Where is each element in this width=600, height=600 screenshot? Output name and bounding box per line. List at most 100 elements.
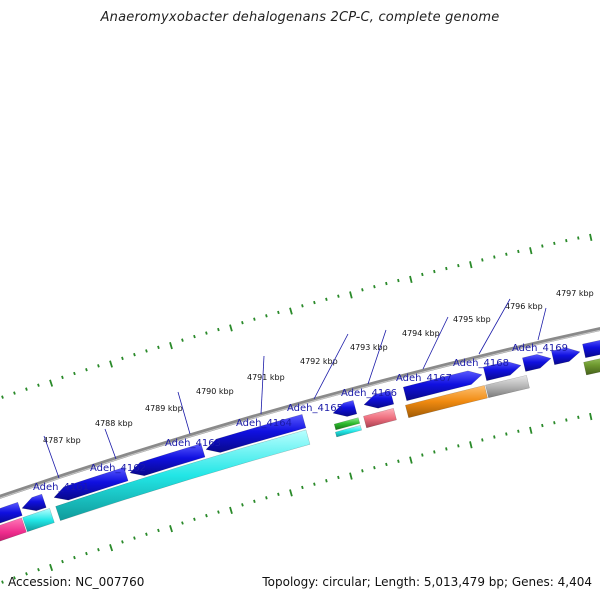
scale-tick <box>169 525 173 533</box>
scale-tick <box>397 278 400 283</box>
scale-tick <box>325 479 328 483</box>
scale-tick <box>145 349 148 353</box>
gene-label: Adeh_4161 <box>33 482 89 493</box>
scale-tick <box>157 528 160 533</box>
scale-tick <box>13 576 16 580</box>
scale-tick <box>181 521 184 525</box>
scale-tick <box>553 421 556 425</box>
scale-tick <box>25 387 28 391</box>
scale-label: 4797 kbp <box>556 289 594 298</box>
scale-tick <box>73 555 76 560</box>
scale-tick <box>85 368 88 372</box>
scale-tick <box>457 263 460 268</box>
scale-tick <box>349 291 353 299</box>
genome-summary-text: Topology: circular; Length: 5,013,479 bp… <box>262 575 592 589</box>
scale-tick <box>577 415 580 420</box>
cds-arrow <box>21 493 47 512</box>
scale-tick <box>253 499 256 504</box>
scale-tick <box>1 395 4 399</box>
scale-tick <box>49 379 54 387</box>
gene-label: Adeh_4166 <box>341 388 397 399</box>
scale-tick <box>409 456 413 464</box>
scale-tick <box>49 563 54 572</box>
scale-label: 4789 kbp <box>145 404 183 413</box>
scale-tick <box>37 383 40 387</box>
scale-tick <box>445 447 448 451</box>
scale-tick <box>541 244 544 248</box>
scale-tick <box>337 475 340 480</box>
scale-tick <box>265 496 268 500</box>
scale-tick <box>469 261 473 269</box>
scale-tick <box>517 249 520 254</box>
accession-text: Accession: NC_007760 <box>8 575 145 589</box>
cds-arrow <box>551 347 581 366</box>
scale-tick <box>13 391 16 395</box>
gene-features <box>0 339 600 542</box>
scale-label: 4790 kbp <box>196 387 234 396</box>
scale-tick <box>97 548 100 552</box>
scale-tick <box>517 429 520 433</box>
scale-tick <box>481 258 484 262</box>
scale-tick <box>469 441 473 449</box>
scale-tick <box>73 371 76 376</box>
scale-label: 4791 kbp <box>247 373 285 382</box>
scale-tick <box>313 300 316 305</box>
scale-tick <box>241 503 244 507</box>
callout-line <box>313 333 349 400</box>
scale-tick <box>301 485 304 490</box>
cds-arrow <box>53 467 129 501</box>
scale-tick <box>529 247 533 255</box>
scale-label: 4796 kbp <box>505 302 543 311</box>
callout-line <box>43 435 60 479</box>
scale-tick <box>433 450 436 454</box>
scale-tick <box>169 342 173 350</box>
gene-label: Adeh_4168 <box>453 358 509 369</box>
scale-tick <box>193 334 196 339</box>
scale-tick <box>361 288 364 292</box>
callout-line <box>104 428 117 460</box>
cds-arrow <box>582 339 600 359</box>
rna-block <box>55 429 311 521</box>
scale-tick <box>265 314 268 318</box>
cds-arrow <box>332 400 358 417</box>
scale-tick <box>493 435 496 439</box>
cds-arrow <box>205 414 307 453</box>
scale-tick <box>289 489 293 497</box>
cds-arrow <box>129 443 206 476</box>
scale-tick <box>133 352 136 357</box>
rna-block <box>335 425 362 438</box>
scale-tick <box>37 567 40 572</box>
scale-tick <box>361 469 364 473</box>
scale-tick <box>565 239 568 243</box>
scale-tick <box>577 236 580 240</box>
orange-block <box>405 385 488 419</box>
scale-tick <box>493 255 496 259</box>
scale-tick <box>145 532 148 536</box>
rna-block <box>22 508 55 533</box>
scale-tick <box>289 307 293 315</box>
scale-tick <box>85 551 88 556</box>
gene-label: Adeh_4162 <box>90 463 146 474</box>
scale-tick <box>277 310 280 315</box>
callout-line <box>260 355 265 415</box>
backbone-line <box>0 327 600 499</box>
scale-tick <box>61 375 64 380</box>
olive-block <box>583 358 600 376</box>
cds-arrow <box>522 354 552 372</box>
scale-tick <box>445 266 448 271</box>
scale-tick <box>541 423 544 428</box>
scale-tick <box>121 540 124 544</box>
scale-tick <box>133 536 136 540</box>
gene-label: Adeh_4167 <box>396 373 452 384</box>
misc-block <box>363 407 397 429</box>
scale-tick <box>205 331 208 335</box>
scale-tick <box>457 444 460 448</box>
rrna-block <box>0 517 27 542</box>
scale-label: 4793 kbp <box>350 343 388 352</box>
scale-label: 4795 kbp <box>453 315 491 324</box>
cds-arrow <box>0 501 23 524</box>
scale-tick <box>313 482 316 486</box>
scale-tick <box>397 459 400 463</box>
